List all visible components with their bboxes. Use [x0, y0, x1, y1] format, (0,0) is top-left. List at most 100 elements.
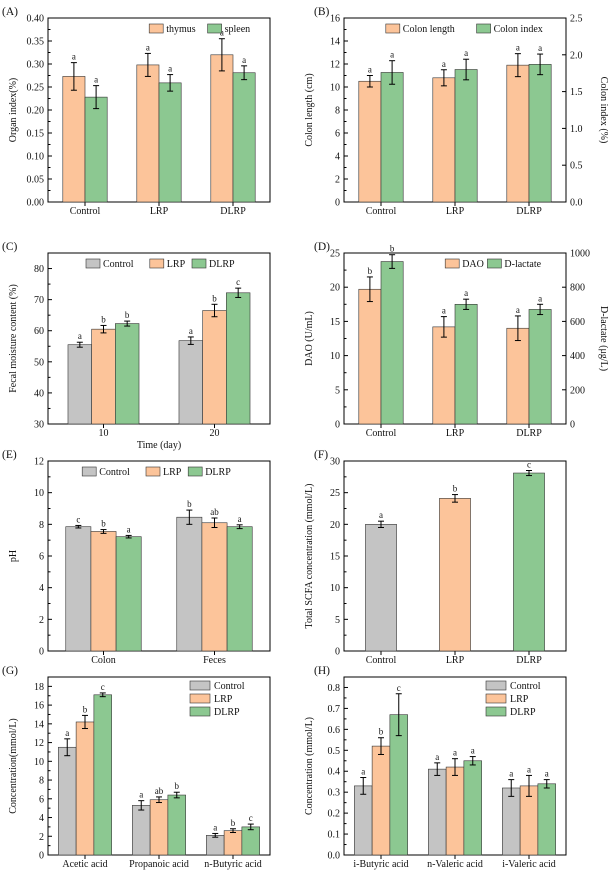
y2-tick-label: 1.0	[570, 124, 583, 135]
bar-control-acetic-acid	[58, 746, 77, 856]
panel-label: (C)	[2, 241, 18, 253]
bar-lrp-20	[202, 310, 227, 425]
legend-label-thymus: thymus	[166, 24, 196, 35]
legend-swatch-spleen	[207, 23, 222, 34]
bar-colon-index-control	[380, 72, 404, 203]
legend-label-control: Control	[99, 467, 130, 478]
legend-swatch-dlrp	[187, 466, 203, 477]
legend-swatch-colon-length	[385, 23, 401, 34]
panel-b: (B) 0 2 4 6 8 10 12 14 16 0.0 0.5 1.0 1.5 2.0 2.5 Colon …	[304, 6, 608, 217]
significance-label: c	[249, 813, 253, 823]
y-tick-label: 0.30	[27, 60, 45, 71]
y-tick-label: 8	[39, 776, 44, 787]
significance-label: a	[516, 43, 520, 53]
legend-label-d-lactate: D-lactate	[504, 259, 541, 270]
legend-swatch-lrp	[149, 258, 165, 269]
significance-label: a	[545, 769, 549, 779]
significance-label: a	[453, 748, 457, 758]
significance-label: ab	[155, 786, 164, 796]
panel-label: (G)	[2, 665, 18, 677]
y-tick-label: 0.15	[27, 129, 45, 140]
y-tick-label: 0.20	[27, 106, 45, 117]
panel-d: (D) 0 5 10 15 20 25 0 200 400 600 800 1000 D-lactate …	[304, 241, 608, 439]
y-axis-label: Colon length (cm)	[304, 73, 315, 146]
significance-label: c	[101, 682, 105, 692]
significance-label: b	[379, 727, 384, 737]
y-tick-label: 4	[39, 813, 44, 824]
y-tick-label: 40	[34, 388, 44, 399]
bar-control-n-valeric-acid	[428, 768, 447, 856]
y-axis-label: pH	[8, 550, 19, 562]
bar-control-n-butyric-acid	[206, 835, 225, 856]
y-tick-label: 30	[330, 457, 340, 468]
legend-swatch-control	[485, 680, 507, 691]
significance-label: a	[538, 293, 542, 303]
y-tick-label: 0.3	[328, 788, 341, 799]
y-tick-label: 25	[330, 249, 340, 260]
significance-label: a	[361, 767, 365, 777]
y-tick-label: 0	[335, 420, 340, 431]
legend-label-lrp: LRP	[163, 467, 182, 478]
bar-lrp-i-butyric-acid	[371, 745, 391, 856]
y-tick-label: 14	[330, 37, 340, 48]
bar-d-lactate-control	[380, 261, 404, 425]
x-tick-label: DLRP	[516, 206, 542, 217]
y-tick-label: 0.25	[27, 83, 45, 94]
panel-label: (A)	[2, 6, 18, 18]
legend-label-dlrp: DLRP	[214, 707, 240, 718]
x-tick-label: LRP	[446, 655, 465, 666]
significance-label: b	[175, 781, 180, 791]
bar-dlrp-i-valeric-acid	[537, 783, 556, 856]
y-axis-label: Fecal moisture content (%)	[8, 284, 19, 393]
x-tick-label: 20	[210, 428, 220, 439]
bar-dlrp-colon	[115, 536, 142, 652]
legend-swatch-control	[81, 466, 97, 477]
y-tick-label: 0.4	[328, 767, 341, 778]
bar-spleen-dlrp	[232, 72, 256, 203]
y2-tick-label: 1.5	[570, 87, 583, 98]
bar-control-i-butyric-acid	[354, 785, 373, 856]
significance-label: a	[538, 43, 542, 53]
x-tick-label: DLRP	[220, 206, 246, 217]
y-axis-label: Concentration (mmol/L)	[304, 717, 315, 815]
x-tick-label: DLRP	[516, 655, 542, 666]
legend-swatch-control	[189, 680, 211, 691]
x-tick-label: Control	[366, 206, 397, 217]
significance-label: c	[397, 683, 401, 693]
bar-lrp-colon	[90, 531, 117, 652]
panel-label: (F)	[314, 449, 328, 461]
significance-label: a	[471, 746, 475, 756]
panel-g: (G) 0 2 4 6 8 10 12 14 16 18 Concentration(mmol/L) A…	[2, 665, 271, 870]
legend-label-colon-length: Colon length	[403, 24, 455, 35]
legend-label-dlrp: DLRP	[209, 259, 235, 270]
y-tick-label: 15	[330, 317, 340, 328]
y-tick-label: 0.10	[27, 152, 45, 163]
y-axis-label: DAO (U/mL)	[304, 311, 315, 366]
y-tick-label: 25	[330, 488, 340, 499]
bar-lrp-acetic-acid	[75, 721, 95, 856]
y-tick-label: 8	[335, 106, 340, 117]
x-tick-label: i-Valeric acid	[502, 859, 556, 870]
significance-label: a	[442, 306, 446, 316]
panel-label: (B)	[314, 6, 330, 18]
bar-spleen-control	[84, 96, 108, 203]
legend-swatch-control	[85, 258, 101, 269]
legend-label-control: Control	[214, 681, 245, 692]
y2-axis-label: Colon index (%)	[598, 77, 608, 144]
x-tick-label: Feces	[203, 655, 226, 666]
significance-label: c	[76, 514, 80, 524]
x-tick-label: DLRP	[516, 428, 542, 439]
y-tick-label: 80	[34, 264, 44, 275]
y-tick-label: 70	[34, 295, 44, 306]
y2-tick-label: 400	[570, 351, 585, 362]
bar-colon-index-lrp	[454, 69, 478, 203]
x-tick-label: i-Butyric acid	[353, 859, 408, 870]
y-tick-label: 8	[39, 520, 44, 531]
y-tick-label: 0.7	[328, 704, 341, 715]
panel-label: (D)	[314, 241, 330, 253]
y-tick-label: 18	[34, 682, 44, 693]
significance-label: a	[379, 510, 383, 520]
y-tick-label: 0	[39, 851, 44, 862]
bar-colon-index-dlrp	[528, 64, 552, 203]
significance-label: b	[212, 293, 217, 303]
